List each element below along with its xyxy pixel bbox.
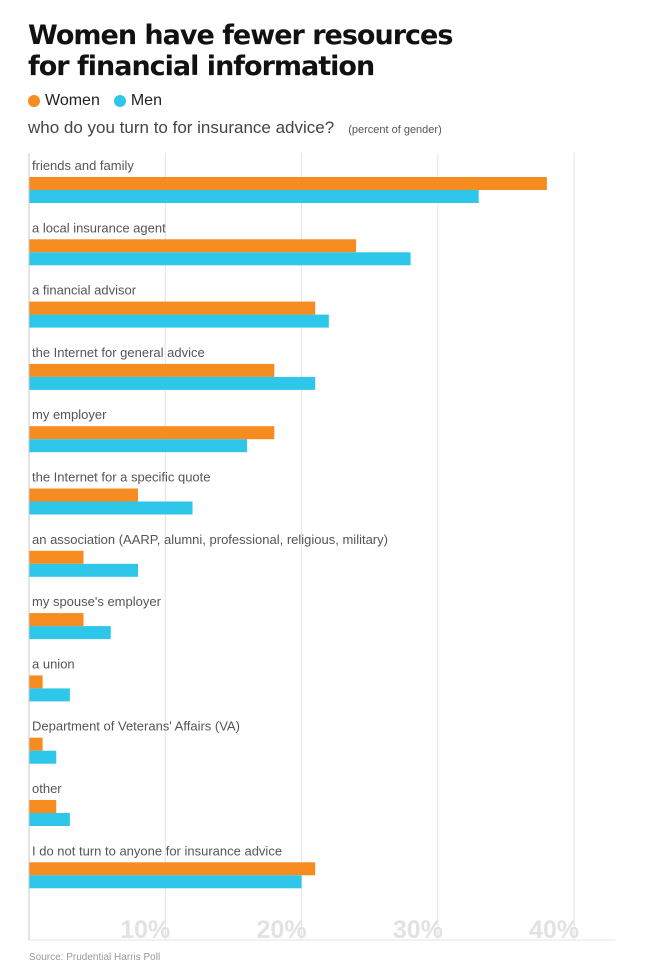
bar-women — [29, 177, 547, 190]
bar-men — [29, 376, 316, 390]
bar-men — [29, 190, 479, 203]
category-label: my employer — [32, 407, 107, 422]
bar-women — [29, 737, 43, 751]
bar-women — [29, 800, 57, 813]
x-tick-label: 20% — [257, 916, 307, 944]
bar-women — [29, 613, 84, 627]
bar-women — [29, 363, 275, 377]
legend-swatch-women — [28, 95, 40, 107]
category-label: Department of Veterans' Affairs (VA) — [32, 719, 240, 734]
legend-label-men: Men — [130, 92, 162, 109]
legend-item-women: Women — [28, 92, 100, 110]
source-note: Source: Prudential Harris Poll — [29, 952, 161, 963]
bar-men — [29, 626, 111, 640]
category-label: a local insurance agent — [32, 220, 166, 235]
x-tick-label: 10% — [120, 916, 170, 944]
bar-women — [29, 488, 139, 502]
category-label: other — [32, 781, 62, 796]
bar-women — [29, 862, 316, 876]
title-line-2: for financial information — [28, 51, 375, 82]
bar-men — [29, 688, 70, 702]
category-label: the Internet for general advice — [32, 345, 205, 360]
legend-item-men: Men — [113, 92, 162, 110]
unit-note: (percent of gender) — [348, 124, 442, 136]
category-label: an association (AARP, alumni, profession… — [32, 532, 388, 547]
title-line-1: Women have fewer resources — [28, 20, 453, 51]
bar-women — [29, 301, 316, 315]
category-label: friends and family — [32, 158, 134, 173]
category-label: I do not turn to anyone for insurance ad… — [32, 843, 282, 858]
category-label: a financial advisor — [32, 283, 137, 298]
bar-men — [29, 563, 139, 577]
category-label: the Internet for a specific quote — [32, 470, 211, 485]
bar-men — [29, 750, 57, 764]
bar-men — [29, 501, 193, 515]
legend: Women Men — [28, 92, 176, 110]
bar-women — [29, 239, 357, 253]
bar-chart: friends and family a local insurance agen… — [28, 153, 615, 944]
category-label: my spouse's employer — [32, 594, 162, 609]
bar-men — [29, 875, 302, 889]
bar-men — [29, 314, 329, 328]
subtitle-row: who do you turn to for insurance advice?… — [28, 118, 442, 138]
legend-swatch-men — [113, 95, 126, 107]
x-tick-label: 30% — [393, 916, 443, 944]
category-label: a union — [32, 656, 75, 671]
bar-men — [29, 813, 70, 826]
x-tick-label: 40% — [529, 916, 579, 944]
bar-women — [29, 675, 43, 689]
chart-title: Women have fewer resources for financial… — [28, 20, 628, 82]
bar-women — [29, 550, 84, 564]
chart-subtitle: who do you turn to for insurance advice? — [28, 118, 335, 137]
bar-men — [29, 439, 248, 453]
bar-men — [29, 252, 411, 266]
bar-women — [29, 426, 275, 440]
legend-label-women: Women — [45, 92, 100, 109]
